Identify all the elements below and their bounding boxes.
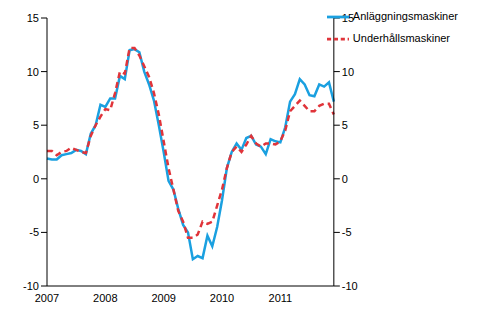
svg-text:-10: -10	[23, 280, 39, 292]
svg-text:-10: -10	[342, 280, 358, 292]
svg-text:15: 15	[27, 12, 39, 24]
svg-text:2007: 2007	[35, 292, 59, 304]
svg-text:5: 5	[342, 119, 348, 131]
html-text:Anläggningsmaskiner: Anläggningsmaskiner	[352, 9, 458, 22]
svg-text:2008: 2008	[93, 292, 117, 304]
svg-text:0: 0	[342, 173, 348, 185]
svg-text:-5: -5	[29, 226, 39, 238]
svg-text:10: 10	[27, 66, 39, 78]
svg-text:2010: 2010	[210, 292, 234, 304]
svg-text:5: 5	[33, 119, 39, 131]
svg-text:2011: 2011	[269, 292, 293, 304]
svg-text:-5: -5	[342, 226, 352, 238]
svg-text:0: 0	[33, 173, 39, 185]
svg-text:2009: 2009	[151, 292, 175, 304]
svg-text:10: 10	[342, 66, 354, 78]
svg-text:15: 15	[342, 12, 354, 24]
html-text:Underhållsmaskiner: Underhållsmaskiner	[352, 31, 450, 44]
